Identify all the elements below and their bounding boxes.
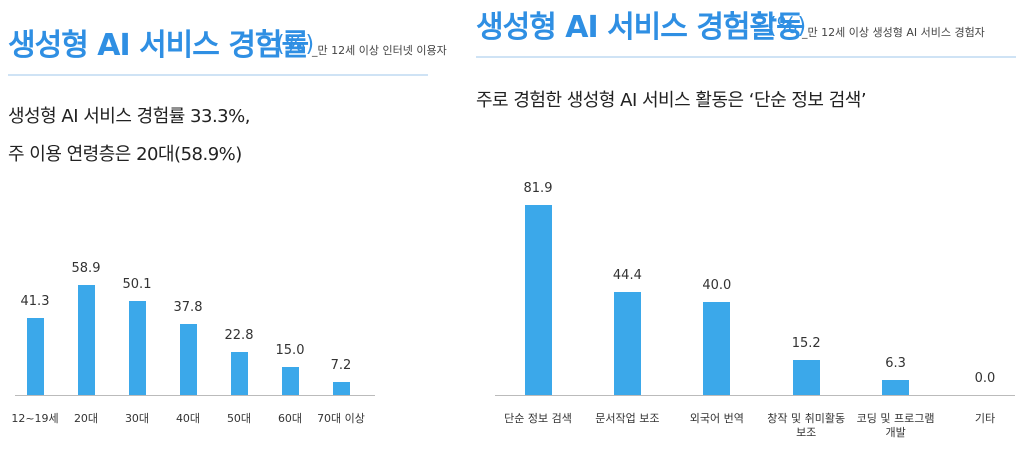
x-tick-label: 30대 xyxy=(124,412,150,425)
value-label: 41.3 xyxy=(20,293,50,309)
bar xyxy=(882,380,910,395)
value-label: 15.2 xyxy=(791,335,821,351)
baseline xyxy=(15,395,375,396)
x-tick-label: 20대 xyxy=(73,412,99,425)
headline: 주로 경험한 생성형 AI 서비스 활동은 ‘단순 정보 검색’ xyxy=(476,90,867,111)
bar xyxy=(230,352,248,395)
x-tick-label: 문서작업 보조 xyxy=(595,412,660,425)
value-label: 81.9 xyxy=(523,180,553,196)
value-label: 37.8 xyxy=(173,300,203,316)
value-label: 50.1 xyxy=(122,277,152,293)
bar xyxy=(792,359,820,395)
x-tick-label: 외국어 번역 xyxy=(689,412,744,425)
value-label: 15.0 xyxy=(275,342,305,358)
bar xyxy=(703,302,731,395)
x-tick-label: 50대 xyxy=(226,412,252,425)
x-tick-label: 70대 이상 xyxy=(317,412,365,425)
x-tick-label: 창작 및 취미활동 보조 xyxy=(767,412,846,439)
value-label: 0.0 xyxy=(974,371,996,386)
value-label: 7.2 xyxy=(330,357,352,373)
x-tick-label: 40대 xyxy=(175,412,201,425)
value-label: 22.8 xyxy=(224,328,254,344)
bar xyxy=(281,366,299,395)
x-tick-label: 단순 정보 검색 xyxy=(504,412,572,425)
value-label: 6.3 xyxy=(885,356,906,372)
value-label: 40.0 xyxy=(702,278,732,294)
bar xyxy=(332,381,350,395)
divider xyxy=(476,56,1016,58)
chart-title: 생성형 AI 서비스 경험활동 xyxy=(476,10,804,45)
headline: 생성형 AI 서비스 경험률 33.3%, xyxy=(8,106,250,127)
subtitle: _만 12세 이상 생성형 AI 서비스 경험자 xyxy=(802,26,985,39)
chart-title: 생성형 AI 서비스 경험률 xyxy=(8,28,309,63)
headline: 주 이용 연령층은 20대(58.9%) xyxy=(8,144,242,165)
value-label: 58.9 xyxy=(71,260,101,276)
unit-label: (%) xyxy=(276,32,315,57)
unit-label: (%) xyxy=(768,14,807,39)
bar xyxy=(128,301,146,395)
bar xyxy=(613,291,641,395)
value-label: 44.4 xyxy=(612,267,642,283)
bar xyxy=(179,324,197,395)
divider xyxy=(8,74,428,76)
bar xyxy=(524,204,552,395)
x-tick-label: 60대 xyxy=(277,412,303,425)
bar xyxy=(77,284,95,395)
bar xyxy=(26,317,44,395)
x-tick-label: 12~19세 xyxy=(11,412,59,425)
x-tick-label: 코딩 및 프로그램 개발 xyxy=(856,412,935,439)
subtitle: _만 12세 이상 인터넷 이용자 xyxy=(312,44,447,57)
baseline xyxy=(495,395,1015,396)
x-tick-label: 기타 xyxy=(974,412,996,425)
